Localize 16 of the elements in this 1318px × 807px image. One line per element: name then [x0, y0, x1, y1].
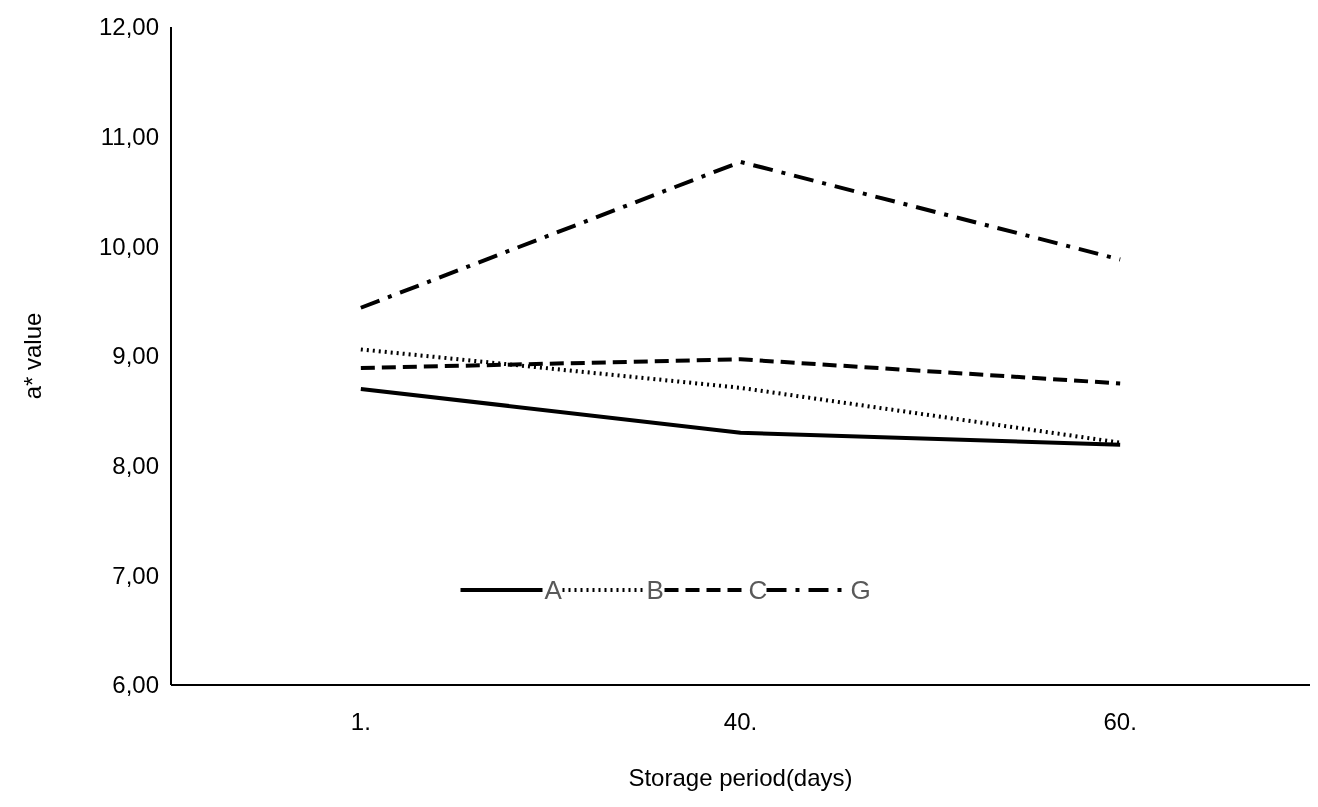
y-tick-label: 7,00 — [112, 561, 159, 589]
x-tick-label: 1. — [350, 708, 371, 735]
x-tick-label: 40. — [723, 708, 758, 735]
y-tick-label: 8,00 — [112, 452, 159, 480]
y-tick-label: 10,00 — [98, 232, 159, 260]
x-axis-title: Storage period(days) — [628, 764, 853, 791]
y-tick-label: 12,00 — [98, 13, 159, 41]
y-axis-title: a* value — [19, 312, 46, 400]
y-tick-label: 11,00 — [100, 123, 159, 151]
x-tick-label: 60. — [1103, 708, 1137, 735]
y-tick-label: 6,00 — [112, 671, 159, 699]
legend-label: B — [646, 575, 664, 606]
legend-label: C — [748, 575, 768, 606]
legend-label: A — [544, 575, 563, 606]
y-tick-label: 9,00 — [112, 342, 159, 370]
legend-label: G — [850, 575, 871, 606]
